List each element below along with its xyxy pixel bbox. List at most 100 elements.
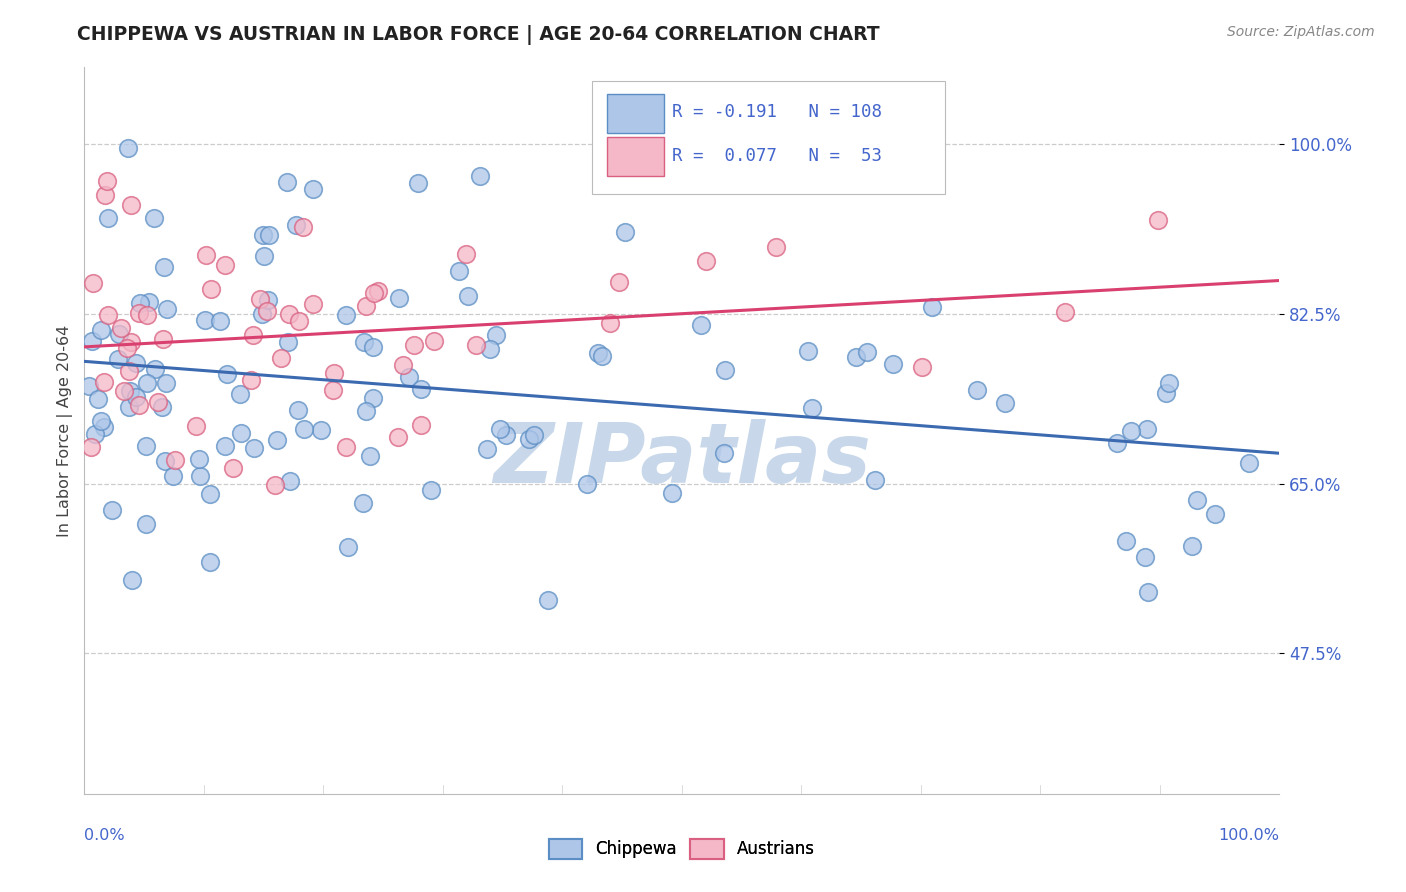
Point xyxy=(155,376,177,390)
Point xyxy=(1157,376,1180,390)
Point xyxy=(449,264,471,278)
Point xyxy=(1105,435,1128,450)
Point xyxy=(152,332,174,346)
Point xyxy=(495,428,517,442)
Point xyxy=(1204,507,1226,521)
Point xyxy=(253,249,276,263)
Point xyxy=(188,452,211,467)
Point xyxy=(388,291,411,305)
Point xyxy=(239,373,262,387)
Point xyxy=(242,328,264,343)
FancyBboxPatch shape xyxy=(606,136,664,176)
Point xyxy=(165,453,187,467)
Point xyxy=(276,175,298,189)
Point xyxy=(695,253,717,268)
Point xyxy=(1237,456,1260,470)
Point xyxy=(309,423,332,437)
Point xyxy=(153,454,176,468)
Point xyxy=(200,555,222,569)
Point xyxy=(797,344,820,359)
Point xyxy=(1133,550,1156,565)
Point xyxy=(156,302,179,317)
Point xyxy=(855,345,877,359)
Point xyxy=(288,313,311,327)
Text: 0.0%: 0.0% xyxy=(84,828,125,843)
Point xyxy=(354,404,377,418)
Point xyxy=(229,425,252,440)
Point xyxy=(468,169,491,183)
Point xyxy=(335,440,357,454)
Point xyxy=(1136,422,1159,436)
Point xyxy=(966,383,988,397)
Point xyxy=(353,334,375,349)
Point xyxy=(1119,424,1142,438)
Point xyxy=(135,516,157,531)
Point xyxy=(107,352,129,367)
Point xyxy=(354,299,377,313)
Point xyxy=(335,308,357,322)
Point xyxy=(800,401,823,416)
Point xyxy=(80,440,103,454)
Point xyxy=(845,351,868,365)
Text: Source: ZipAtlas.com: Source: ZipAtlas.com xyxy=(1227,25,1375,39)
Point xyxy=(690,318,713,332)
Point xyxy=(367,284,389,298)
Point xyxy=(911,359,934,374)
Point xyxy=(128,398,150,412)
Point xyxy=(408,176,430,190)
Point xyxy=(214,258,236,272)
Text: ZIPatlas: ZIPatlas xyxy=(494,419,870,500)
Point xyxy=(93,375,115,389)
Point xyxy=(337,541,360,555)
Point xyxy=(292,422,315,436)
Point xyxy=(93,420,115,434)
Point xyxy=(714,363,737,377)
Point xyxy=(661,485,683,500)
Point xyxy=(398,369,420,384)
Point xyxy=(537,592,560,607)
Point xyxy=(138,295,160,310)
Point xyxy=(523,428,546,442)
Point xyxy=(464,338,486,352)
Point xyxy=(129,296,152,310)
Point xyxy=(277,334,299,349)
Text: 100.0%: 100.0% xyxy=(1219,828,1279,843)
Point xyxy=(270,351,292,366)
Point xyxy=(302,297,325,311)
Point xyxy=(454,247,477,261)
Point xyxy=(713,446,735,460)
Point xyxy=(120,198,142,212)
Point xyxy=(249,292,271,306)
Point xyxy=(252,227,274,242)
Point xyxy=(519,432,541,446)
Text: R = -0.191   N = 108: R = -0.191 N = 108 xyxy=(672,103,883,121)
Legend: Chippewa, Austrians: Chippewa, Austrians xyxy=(543,832,821,865)
Point xyxy=(882,357,904,371)
Point xyxy=(143,211,166,225)
Point xyxy=(586,346,609,360)
Point xyxy=(200,283,222,297)
Point xyxy=(485,327,508,342)
Point xyxy=(576,477,599,491)
Point xyxy=(488,422,510,436)
Point xyxy=(121,574,143,588)
Point xyxy=(243,441,266,455)
Point xyxy=(284,218,307,232)
Point xyxy=(136,308,159,322)
Point xyxy=(1137,585,1160,599)
Point xyxy=(419,483,441,497)
Point xyxy=(387,429,409,443)
Point xyxy=(479,343,502,357)
Point xyxy=(1185,492,1208,507)
Point xyxy=(148,394,170,409)
Point xyxy=(765,240,787,254)
Y-axis label: In Labor Force | Age 20-64: In Labor Force | Age 20-64 xyxy=(58,325,73,536)
Point xyxy=(1053,305,1076,319)
Point xyxy=(107,327,129,342)
Point xyxy=(84,427,107,442)
Point xyxy=(1181,539,1204,553)
Point xyxy=(101,502,124,516)
Point xyxy=(302,182,325,196)
Point xyxy=(256,303,278,318)
Point xyxy=(87,392,110,406)
